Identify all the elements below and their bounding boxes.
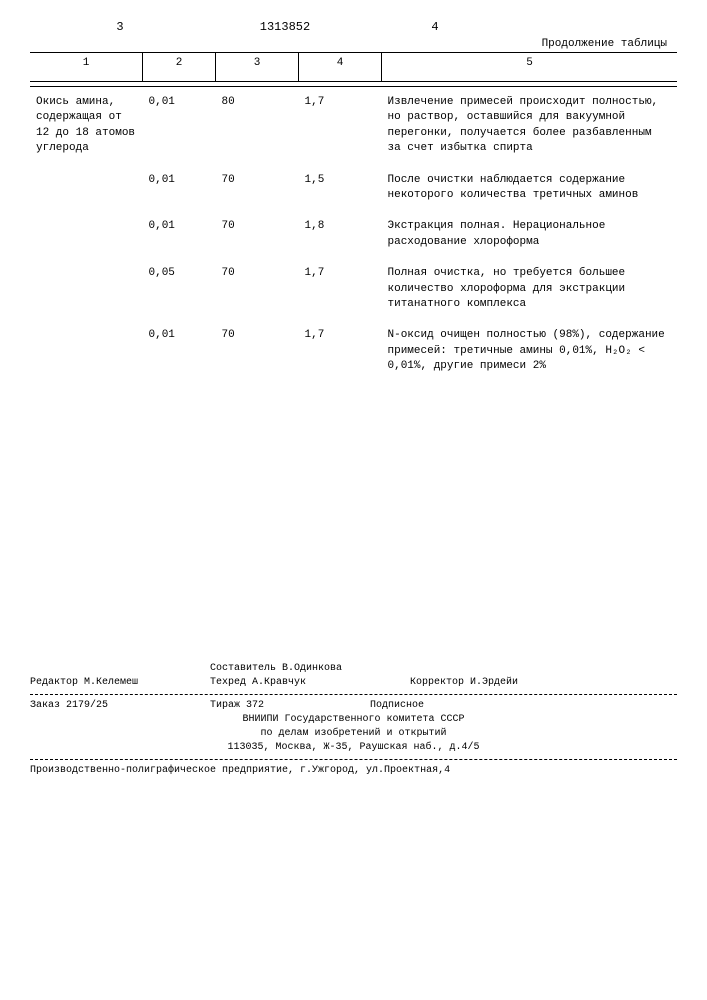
printer-line: Производственно-полиграфическое предприя…	[30, 764, 677, 778]
address-line: 113035, Москва, Ж-35, Раушская наб., д.4…	[30, 741, 677, 755]
cell-substance	[30, 165, 143, 212]
org-line2: по делам изобретений и открытий	[30, 727, 677, 741]
cell-val3: 70	[216, 258, 299, 320]
cell-substance	[30, 320, 143, 382]
col-header-1: 1	[30, 53, 143, 82]
compiler-line: Составитель В.Одинкова	[30, 662, 677, 676]
doc-number: 1313852	[210, 20, 360, 34]
col-header-5: 5	[382, 53, 678, 82]
table-row: 0,05 70 1,7 Полная очистка, но требуется…	[30, 258, 677, 320]
tirage: Тираж 372	[210, 699, 370, 713]
cell-val2: 0,01	[143, 211, 216, 258]
cell-val4: 1,7	[299, 320, 382, 382]
cell-val3: 70	[216, 320, 299, 382]
cell-val4: 1,7	[299, 258, 382, 320]
page-left: 3	[30, 20, 210, 34]
editor: Редактор М.Келемеш	[30, 676, 210, 690]
table-continuation-label: Продолжение таблицы	[30, 38, 677, 50]
data-table: 1 2 3 4 5 Окись амина, содержащая от 12 …	[30, 52, 677, 382]
org-line1: ВНИИПИ Государственного комитета СССР	[30, 713, 677, 727]
cell-val2: 0,01	[143, 87, 216, 165]
cell-note: Извлечение примесей происходит полностью…	[382, 87, 678, 165]
cell-val3: 70	[216, 165, 299, 212]
cell-note: Экстракция полная. Нерациональное расход…	[382, 211, 678, 258]
cell-val2: 0,01	[143, 320, 216, 382]
divider	[30, 759, 677, 760]
cell-substance	[30, 211, 143, 258]
cell-val3: 70	[216, 211, 299, 258]
table-row: Окись амина, содержащая от 12 до 18 атом…	[30, 87, 677, 165]
header-numbers: 3 1313852 4	[30, 20, 677, 34]
cell-val2: 0,05	[143, 258, 216, 320]
cell-substance	[30, 258, 143, 320]
cell-substance: Окись амина, содержащая от 12 до 18 атом…	[30, 87, 143, 165]
footer-credits-row: Редактор М.Келемеш Техред А.Кравчук Корр…	[30, 676, 677, 690]
cell-val4: 1,5	[299, 165, 382, 212]
cell-val4: 1,8	[299, 211, 382, 258]
cell-val3: 80	[216, 87, 299, 165]
table-row: 0,01 70 1,5 После очистки наблюдается со…	[30, 165, 677, 212]
order-number: Заказ 2179/25	[30, 699, 210, 713]
col-header-4: 4	[299, 53, 382, 82]
corrector: Корректор И.Эрдейи	[410, 676, 518, 690]
table-row: 0,01 70 1,8 Экстракция полная. Нерациона…	[30, 211, 677, 258]
col-header-3: 3	[216, 53, 299, 82]
vertical-spacer	[30, 382, 677, 662]
divider	[30, 694, 677, 695]
subscription: Подписное	[370, 699, 424, 713]
cell-val4: 1,7	[299, 87, 382, 165]
footer-order-row: Заказ 2179/25 Тираж 372 Подписное	[30, 699, 677, 713]
cell-note: После очистки наблюдается содержание нек…	[382, 165, 678, 212]
col-header-2: 2	[143, 53, 216, 82]
cell-val2: 0,01	[143, 165, 216, 212]
table-header-row: 1 2 3 4 5	[30, 53, 677, 82]
page-right: 4	[360, 20, 510, 34]
cell-note: N-оксид очищен полностью (98%), содержан…	[382, 320, 678, 382]
techred: Техред А.Кравчук	[210, 676, 410, 690]
table-row: 0,01 70 1,7 N-оксид очищен полностью (98…	[30, 320, 677, 382]
cell-note: Полная очистка, но требуется большее кол…	[382, 258, 678, 320]
footer-block: Составитель В.Одинкова Редактор М.Келеме…	[30, 662, 677, 778]
